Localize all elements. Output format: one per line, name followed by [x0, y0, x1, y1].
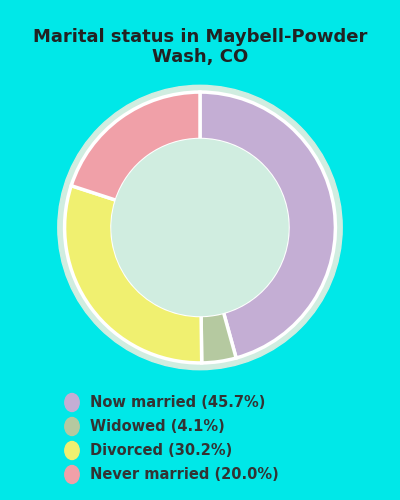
Text: Now married (45.7%): Now married (45.7%): [90, 395, 265, 410]
Circle shape: [112, 140, 288, 316]
Circle shape: [58, 86, 342, 370]
Text: Divorced (30.2%): Divorced (30.2%): [90, 443, 232, 458]
Wedge shape: [64, 186, 202, 363]
Text: Widowed (4.1%): Widowed (4.1%): [90, 419, 225, 434]
Text: Marital status in Maybell-Powder
Wash, CO: Marital status in Maybell-Powder Wash, C…: [33, 28, 367, 66]
Wedge shape: [71, 92, 200, 200]
Wedge shape: [201, 312, 236, 363]
Text: Never married (20.0%): Never married (20.0%): [90, 467, 279, 482]
Wedge shape: [200, 92, 336, 358]
